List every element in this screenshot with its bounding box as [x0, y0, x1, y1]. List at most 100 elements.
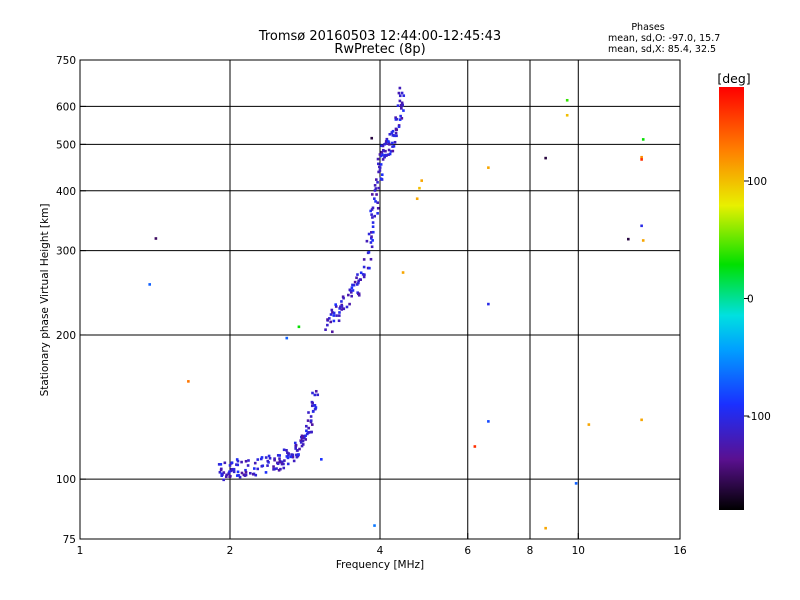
data-point	[391, 141, 394, 145]
data-point	[400, 91, 404, 95]
data-point	[373, 184, 377, 187]
data-point	[367, 250, 371, 254]
data-point	[304, 434, 307, 438]
x-tick-label: 6	[464, 545, 471, 557]
data-point	[219, 463, 223, 466]
data-point	[299, 441, 303, 444]
data-point	[381, 153, 384, 157]
data-point	[332, 311, 336, 315]
data-point	[314, 406, 318, 409]
data-point	[340, 308, 344, 311]
data-point	[331, 330, 334, 334]
data-point	[305, 432, 309, 436]
data-point	[338, 307, 341, 310]
data-point	[473, 445, 477, 448]
data-point	[282, 466, 286, 470]
data-point	[340, 300, 343, 303]
data-point	[640, 158, 643, 161]
data-point	[391, 134, 395, 137]
data-point	[350, 291, 353, 294]
data-point	[397, 91, 401, 95]
data-point	[362, 258, 366, 261]
data-point	[295, 453, 298, 457]
data-point	[381, 158, 385, 161]
data-point	[268, 456, 272, 460]
data-point	[384, 149, 387, 153]
data-point	[627, 237, 630, 241]
phases-x-mode: mean, sd,X: 85.4, 32.5	[608, 44, 716, 55]
data-point	[264, 471, 268, 474]
data-point	[337, 319, 341, 323]
data-point	[355, 283, 359, 286]
data-point	[415, 197, 419, 201]
data-point	[355, 276, 358, 280]
data-point	[236, 459, 240, 463]
data-point	[335, 314, 338, 317]
data-point	[347, 293, 350, 297]
data-point	[357, 279, 360, 283]
data-point	[398, 94, 402, 98]
data-point	[334, 303, 337, 306]
chart-title: Tromsø 20160503 12:44:00-12:45:43	[258, 29, 501, 44]
data-point	[280, 460, 284, 464]
data-point	[240, 471, 244, 475]
y-tick-label: 500	[56, 139, 76, 151]
data-point	[309, 419, 313, 422]
data-point	[387, 153, 390, 156]
data-point	[297, 325, 301, 329]
data-point	[235, 474, 239, 477]
x-tick-label: 1	[77, 545, 84, 557]
data-point	[359, 271, 363, 275]
data-point	[295, 449, 299, 452]
data-point	[236, 470, 240, 474]
x-axis-label: Frequency [MHz]	[336, 559, 424, 571]
data-point	[401, 271, 405, 274]
colorbar-tick-label: 0	[747, 294, 754, 306]
data-point	[282, 448, 286, 452]
data-point	[370, 193, 374, 196]
data-point	[378, 153, 382, 156]
data-point	[332, 319, 336, 323]
data-point	[350, 286, 354, 289]
data-point	[402, 109, 405, 112]
data-point	[338, 314, 341, 317]
data-point	[370, 208, 374, 211]
data-point	[356, 291, 359, 294]
data-point	[278, 454, 281, 457]
data-point	[391, 149, 395, 153]
data-point	[379, 177, 383, 181]
data-point	[237, 474, 240, 477]
data-point	[249, 471, 252, 475]
x-tick-label: 4	[377, 545, 384, 557]
data-point	[371, 216, 374, 219]
data-point	[238, 475, 242, 479]
data-point	[341, 295, 345, 299]
y-tick-label: 300	[56, 246, 76, 258]
data-point	[371, 225, 375, 228]
data-point	[350, 294, 353, 298]
data-point	[305, 429, 308, 433]
data-point	[396, 104, 400, 107]
data-point	[370, 245, 374, 249]
data-point	[357, 293, 361, 297]
data-point	[370, 213, 373, 216]
data-point	[330, 308, 334, 312]
data-point	[283, 459, 286, 462]
y-tick-label: 750	[56, 55, 76, 67]
data-point	[401, 102, 404, 106]
data-point	[301, 439, 305, 443]
data-point	[228, 470, 231, 474]
x-tick-label: 8	[527, 545, 534, 557]
data-point	[244, 473, 248, 477]
data-point	[220, 467, 223, 471]
data-point	[376, 181, 379, 184]
data-point	[342, 296, 345, 300]
data-point	[388, 143, 391, 146]
data-point	[394, 128, 398, 132]
data-point	[299, 439, 303, 442]
data-point	[230, 461, 234, 464]
data-point	[307, 426, 311, 430]
data-point	[311, 410, 315, 413]
data-point	[487, 166, 490, 169]
